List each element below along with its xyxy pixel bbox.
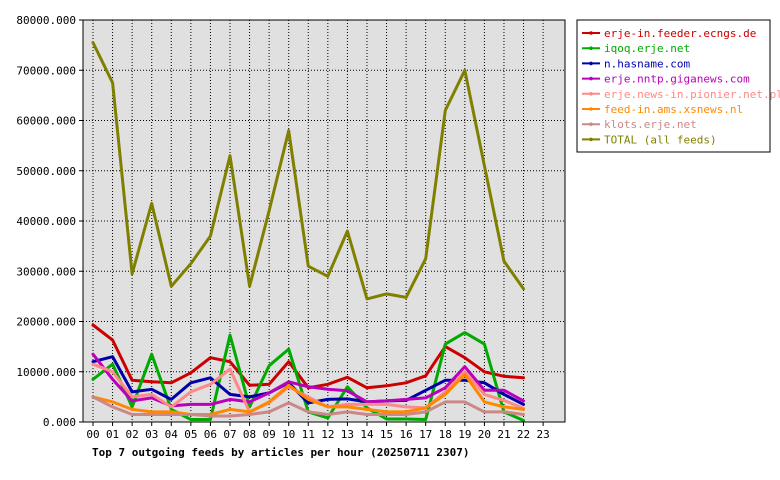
x-tick-label: 17 — [419, 428, 432, 441]
y-tick-label: 60000.000 — [16, 115, 76, 128]
x-tick-label: 09 — [263, 428, 276, 441]
legend: erje-in.feeder.ecngs.de iqoq.erje.net n.ha… — [576, 19, 780, 153]
legend-entries: erje-in.feeder.ecngs.de iqoq.erje.net n.ha… — [582, 27, 780, 146]
x-tick-label: 07 — [223, 428, 236, 441]
x-tick-label: 01 — [106, 428, 119, 441]
legend-marker — [589, 92, 593, 96]
x-tick-label: 04 — [165, 428, 179, 441]
x-tick-label: 14 — [360, 428, 374, 441]
x-tick-label: 11 — [302, 428, 315, 441]
y-tick-label: 20000.000 — [16, 316, 76, 329]
grid-lines — [83, 19, 565, 423]
legend-label: n.hasname.com — [604, 57, 690, 70]
x-tick-label: 15 — [380, 428, 393, 441]
x-tick-label: 02 — [126, 428, 139, 441]
x-tick-label: 13 — [341, 428, 354, 441]
y-tick-label: 40000.000 — [16, 215, 76, 228]
x-tick-label: 00 — [86, 428, 99, 441]
x-tick-label: 22 — [517, 428, 530, 441]
legend-marker — [589, 107, 593, 111]
y-tick-label: 50000.000 — [16, 165, 76, 178]
x-tick-label: 20 — [478, 428, 491, 441]
x-tick-label: 06 — [204, 428, 217, 441]
x-tick-label: 03 — [145, 428, 158, 441]
legend-marker — [589, 31, 593, 35]
legend-label: erje.nntp.giganews.com — [604, 73, 750, 86]
legend-marker — [589, 137, 593, 142]
series-line-4 — [91, 362, 525, 414]
legend-marker — [589, 76, 593, 81]
y-tick-label: 0.000 — [43, 416, 76, 429]
series-line-7 — [91, 41, 525, 301]
legend-marker — [589, 46, 593, 50]
series-line-5 — [91, 372, 525, 416]
y-tick-label: 30000.000 — [16, 265, 76, 278]
y-axis-ticks: 0.000 10000.000 20000.000 30000.000 40000.00… — [16, 14, 83, 429]
x-tick-label: 18 — [439, 428, 452, 441]
x-tick-label: 12 — [321, 428, 334, 441]
legend-label: klots.erje.net — [604, 118, 697, 131]
plot-border — [82, 19, 566, 423]
legend-marker — [589, 61, 593, 66]
chart-title: Top 7 outgoing feeds by articles per hou… — [92, 446, 470, 459]
x-tick-label: 10 — [282, 428, 295, 441]
legend-label: iqoq.erje.net — [604, 42, 690, 55]
x-tick-label: 23 — [536, 428, 549, 441]
x-tick-label: 19 — [458, 428, 471, 441]
legend-label: erje.news-in.pionier.net.pl — [604, 88, 780, 101]
series-line-6 — [91, 395, 525, 418]
x-tick-label: 05 — [184, 428, 197, 441]
x-tick-label: 21 — [497, 428, 510, 441]
series-lines — [91, 41, 525, 422]
y-tick-label: 10000.000 — [16, 366, 76, 379]
x-tick-label: 08 — [243, 428, 256, 441]
legend-box — [576, 19, 771, 153]
y-tick-label: 80000.000 — [16, 14, 76, 27]
x-axis-ticks: 00 01 02 03 04 05 06 07 08 09 10 11 12 13 14 15 16 17 18 19… — [86, 422, 550, 441]
y-tick-label: 70000.000 — [16, 64, 76, 77]
legend-label: TOTAL (all feeds) — [604, 133, 717, 146]
legend-marker — [589, 122, 593, 126]
legend-label: feed-in.ams.xsnews.nl — [604, 103, 743, 116]
legend-label: erje-in.feeder.ecngs.de — [604, 27, 756, 40]
x-tick-label: 16 — [399, 428, 412, 441]
